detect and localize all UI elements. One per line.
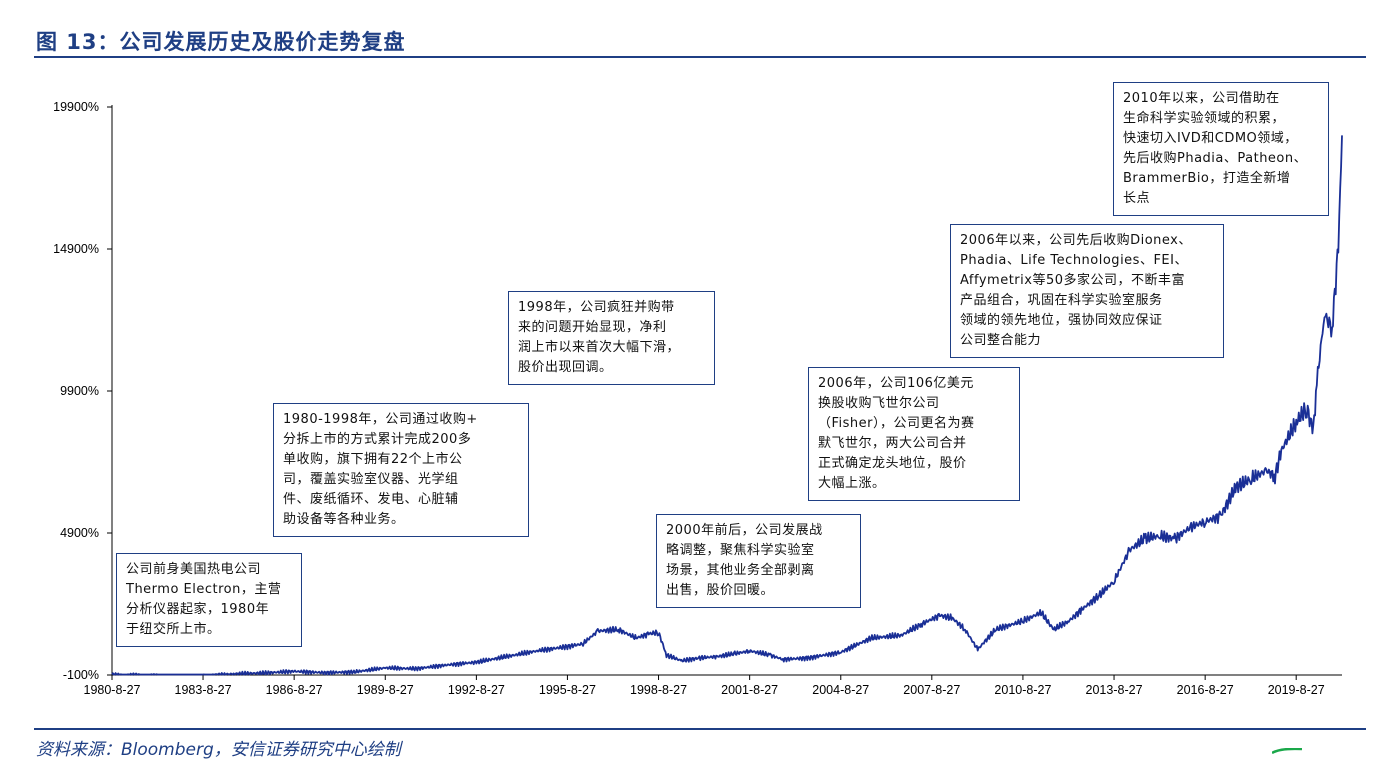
corner-accent [1272,748,1302,754]
annotation-2000: 2000年前后，公司发展战 略调整，聚焦科学实验室 场景，其他业务全部剥离 出售… [656,514,861,608]
y-tick-label: -100% [63,668,99,682]
x-tick-label: 2007-8-27 [903,683,960,697]
x-tick-label: 2019-8-27 [1268,683,1325,697]
y-tick-labels: -100% 4900% 9900% 14900% 19900% [53,100,99,682]
x-tick-label: 1989-8-27 [357,683,414,697]
footer-rule [34,728,1366,730]
figure-title: 图 13：公司发展历史及股价走势复盘 [36,30,406,54]
x-tick-label: 2001-8-27 [721,683,778,697]
chart-axes [107,105,1342,680]
series-line-stock-return [111,135,1343,676]
x-tick-label: 1998-8-27 [630,683,687,697]
x-tick-label: 1995-8-27 [539,683,596,697]
y-tick-label: 4900% [60,526,99,540]
source-note: 资料来源：Bloomberg，安信证券研究中心绘制 [36,740,401,760]
y-tick-label: 14900% [53,242,99,256]
y-tick-label: 9900% [60,384,99,398]
x-tick-label: 2013-8-27 [1086,683,1143,697]
x-tick-label: 2010-8-27 [994,683,1051,697]
x-tick-label: 1983-8-27 [175,683,232,697]
x-tick-label: 1992-8-27 [448,683,505,697]
annotation-2006-fisher: 2006年，公司106亿美元 换股收购飞世尔公司 （Fisher），公司更名为赛… [808,367,1020,501]
annotation-1980-1998: 1980-1998年，公司通过收购+ 分拆上市的方式累计完成200多 单收购，旗… [273,403,529,537]
chart-series [111,135,1343,676]
x-tick-label: 1980-8-27 [84,683,141,697]
x-tick-label: 2004-8-27 [812,683,869,697]
header-rule [34,56,1366,58]
x-tick-labels: 1980-8-27 1983-8-27 1986-8-27 1989-8-27 1992… [84,683,1325,697]
x-tick-label: 2016-8-27 [1177,683,1234,697]
annotation-thermo-electron: 公司前身美国热电公司 Thermo Electron，主营 分析仪器起家，198… [116,553,302,647]
y-tick-label: 19900% [53,100,99,114]
x-tick-label: 1986-8-27 [266,683,323,697]
annotation-1998: 1998年，公司疯狂并购带 来的问题开始显现，净利 润上市以来首次大幅下滑， 股… [508,291,715,385]
annotation-2010: 2010年以来，公司借助在 生命科学实验领域的积累， 快速切入IVD和CDMO领… [1113,82,1329,216]
annotation-2006-acquisitions: 2006年以来，公司先后收购Dionex、 Phadia、Life Techno… [950,224,1224,358]
